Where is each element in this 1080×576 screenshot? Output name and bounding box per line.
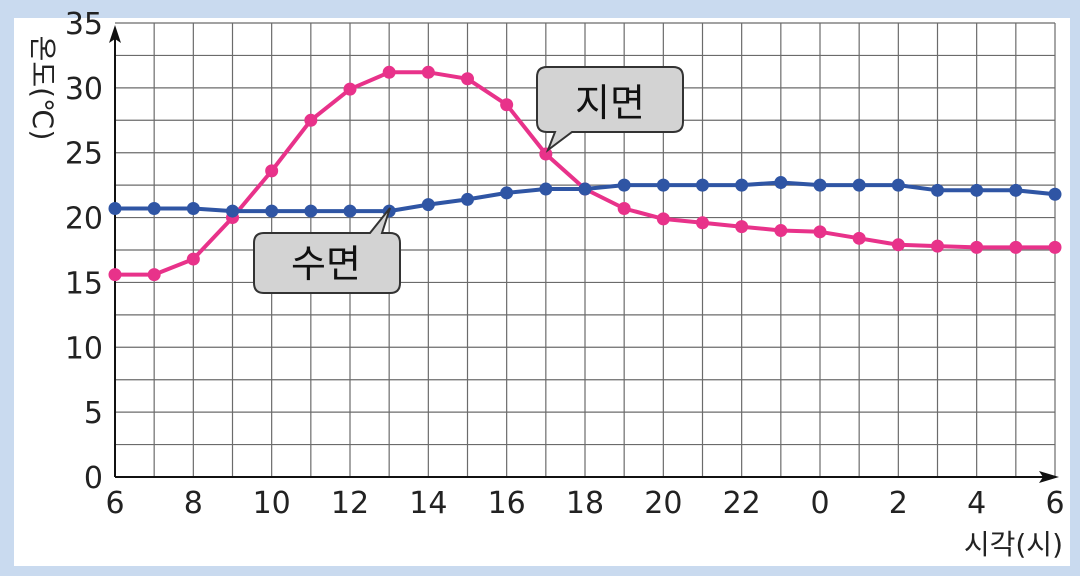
data-point — [1048, 240, 1062, 254]
x-tick-label: 18 — [566, 486, 604, 521]
y-axis-arrow — [109, 25, 121, 43]
data-point — [186, 252, 200, 266]
y-tick-label: 25 — [65, 137, 103, 172]
x-tick-label: 2 — [889, 486, 908, 521]
callout-water: 수면 — [253, 207, 401, 294]
data-point — [226, 204, 239, 218]
data-point — [421, 65, 435, 79]
data-point — [108, 201, 122, 215]
x-tick-label: 8 — [184, 486, 203, 521]
data-point — [539, 147, 553, 161]
x-tick-label: 0 — [810, 486, 829, 521]
x-tick-label: 14 — [409, 486, 447, 521]
data-point — [852, 178, 866, 192]
data-point — [343, 82, 357, 96]
data-point — [813, 225, 827, 239]
callout-ground-label: 지면 — [575, 81, 645, 125]
data-point — [304, 204, 318, 218]
data-point — [500, 186, 514, 200]
callout-ground-bubble — [536, 66, 684, 153]
callout-water-bubble — [253, 207, 401, 294]
data-point — [108, 268, 122, 282]
y-tick-label: 10 — [65, 331, 103, 366]
data-point — [539, 182, 553, 196]
x-tick-label: 22 — [723, 486, 761, 521]
data-point — [147, 268, 161, 282]
data-point — [1048, 187, 1062, 201]
data-point — [1009, 183, 1023, 197]
x-tick-label: 4 — [967, 486, 986, 521]
data-point — [656, 212, 670, 226]
data-point — [617, 178, 631, 192]
data-point — [813, 178, 827, 192]
x-tick-label: 12 — [331, 486, 369, 521]
data-point — [852, 231, 866, 245]
x-ticks: 6 8 10 12 14 16 18 20 22 0 2 4 6 — [105, 486, 1064, 521]
x-tick-label: 6 — [105, 486, 124, 521]
y-tick-label: 15 — [65, 266, 103, 301]
data-point — [696, 178, 709, 192]
x-tick-label: 6 — [1045, 486, 1064, 521]
data-point — [343, 204, 357, 218]
x-axis-title: 시각(시) — [964, 528, 1063, 561]
axes — [109, 25, 1059, 483]
series-water — [108, 176, 1062, 218]
data-point — [970, 183, 984, 197]
y-tick-label: 20 — [65, 202, 103, 237]
x-tick-label: 10 — [253, 486, 291, 521]
data-point — [421, 198, 435, 212]
x-tick-label: 20 — [644, 486, 682, 521]
y-tick-label: 35 — [65, 7, 103, 42]
data-point — [186, 201, 200, 215]
data-point — [1009, 240, 1023, 254]
y-axis-title: 온도(℃) — [26, 36, 59, 141]
data-point — [147, 201, 161, 215]
x-tick-label: 16 — [488, 486, 526, 521]
data-point — [891, 238, 905, 252]
data-point — [931, 183, 944, 197]
callout-ground: 지면 — [536, 66, 684, 153]
y-tick-label: 5 — [84, 396, 103, 431]
data-point — [970, 240, 984, 254]
data-point — [656, 178, 670, 192]
x-axis-arrow — [1039, 471, 1059, 483]
series-layer — [108, 65, 1062, 282]
data-point — [265, 164, 279, 178]
data-point — [735, 178, 749, 192]
data-point — [696, 216, 709, 230]
data-point — [891, 178, 905, 192]
data-point — [500, 98, 514, 112]
data-point — [304, 113, 318, 127]
y-tick-label: 0 — [84, 461, 103, 496]
y-ticks: 0 5 10 15 20 25 30 35 — [65, 7, 103, 496]
y-tick-label: 30 — [65, 72, 103, 107]
data-point — [774, 176, 788, 190]
data-point — [931, 239, 944, 253]
data-point — [735, 220, 749, 234]
data-point — [461, 72, 474, 86]
data-point — [578, 182, 592, 196]
data-point — [265, 204, 279, 218]
data-point — [774, 224, 788, 238]
data-point — [461, 192, 474, 206]
grid — [115, 22, 1056, 477]
data-point — [382, 65, 396, 79]
callout-water-label: 수면 — [291, 242, 361, 286]
data-point — [617, 201, 631, 215]
